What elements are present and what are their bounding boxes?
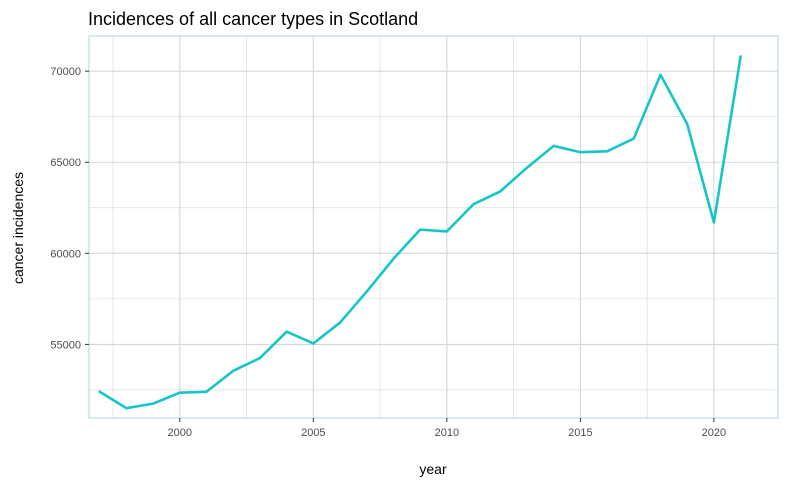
panel-border: [88, 35, 779, 419]
major-grid: [89, 36, 778, 418]
y-tick-label: 65000: [50, 157, 81, 169]
series-layer: [98, 55, 742, 410]
minor-grid: [89, 36, 778, 418]
x-tick-label: 2015: [568, 427, 592, 439]
y-axis-title: cancer incidences: [10, 172, 26, 284]
chart-title: Incidences of all cancer types in Scotla…: [88, 9, 418, 29]
x-tick-label: 2020: [702, 427, 726, 439]
y-tick-label: 60000: [50, 248, 81, 260]
x-tick-label: 2000: [168, 427, 192, 439]
y-tick-label: 55000: [50, 339, 81, 351]
x-tick-label: 2005: [301, 427, 325, 439]
x-axis-title: year: [419, 461, 447, 477]
x-axis-ticks: 2000 2005 2010 2015 2020: [168, 418, 726, 439]
series-line-0: [98, 55, 742, 410]
y-axis-ticks: 55000 60000 65000 70000: [50, 66, 89, 351]
y-tick-label: 70000: [50, 66, 81, 78]
x-tick-label: 2010: [435, 427, 459, 439]
